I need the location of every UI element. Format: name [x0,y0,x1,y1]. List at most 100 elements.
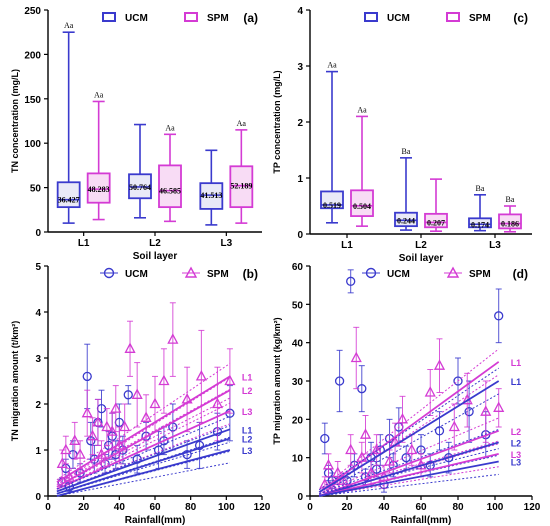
fit-line-label: L1 [511,377,522,387]
data-point [159,436,169,446]
data-point [448,420,460,432]
data-point [480,405,492,416]
median-value-label: 52.189 [230,182,252,191]
y-tick-label: 150 [24,95,41,106]
x-tick-label: 80 [185,502,197,513]
fit-line-spm-l2: L2 [56,376,253,490]
regression-line [318,441,499,497]
fit-line-ucm-l3: L3 [56,436,252,497]
x-tick-label: 100 [218,502,235,513]
y-tick-label: 3 [35,354,41,365]
confidence-band-upper [56,363,231,481]
confidence-band-upper [56,397,231,488]
data-point [396,412,409,424]
significance-letters: Aa [327,61,337,70]
box-ucm-l3: 41.513 [199,149,224,226]
data-point [195,370,207,381]
confidence-band-lower [56,462,230,497]
box-body [394,211,418,228]
y-tick-label: 4 [35,308,41,319]
median-value-label: 0.244 [397,216,415,225]
panel-d: 0 10 20 30 40 50 60 TP migration amount (kg/km²… [272,262,541,526]
panel-label: (d) [513,267,528,281]
x-tick-label: L2 [149,238,161,249]
x-tick-label: 20 [78,502,90,513]
fit-line-spm-l1: L1 [56,363,253,486]
median-value-label: 0.207 [427,218,445,227]
x-tick-label: 80 [452,502,464,513]
box-spm-l1: 0.504 Aa [350,105,374,227]
box-spm-l3: 52.189 Aa [229,119,254,224]
fit-line-label: L3 [242,407,253,417]
fit-line-ucm-l1: L1 [56,415,253,495]
box-ucm-l1: 36.427 Aa [56,21,81,224]
data-point [383,455,396,466]
box-body [56,181,81,209]
fit-line-label: L2 [511,438,522,448]
box-spm-l3: 0.186 Ba [498,195,522,233]
fit-line-label: L2 [242,386,253,396]
x-tick-label: 100 [487,502,504,513]
data-point [322,458,335,470]
panel-label: (a) [243,11,258,25]
legend-swatch-ucm [102,12,116,22]
data-point [149,397,161,409]
data-point [86,436,96,446]
data-point [158,374,170,386]
regression-line [319,460,499,497]
box-ucm-l2: 0.244 Ba [394,147,418,231]
regression-line [56,389,231,488]
y-tick-label: 2 [297,118,303,129]
legend-swatch-spm [184,12,198,22]
data-point [211,397,223,409]
data-point [337,474,349,485]
fit-line-label: L1 [242,425,253,435]
y-tick-label: 0 [35,228,41,239]
confidence-band-upper [318,367,499,491]
x-tick-label: L3 [220,238,232,249]
significance-letters: Ba [476,184,485,193]
panel-b: 0 1 2 3 4 5 TN migration amount (t/km²) Rainfal… [10,262,271,526]
legend-swatch-ucm [364,12,378,22]
significance-letters: Ba [402,147,411,156]
x-axis-label: Soil layer [133,251,178,262]
data-point [334,376,345,386]
fit-line-label: L3 [511,450,522,460]
data-point [69,434,81,445]
data-point [320,433,330,444]
x-tick-label: 0 [45,502,51,513]
y-tick-label: 2 [35,400,41,411]
y-axis-label: TN concentration (mg/L) [10,69,20,173]
panel-label: (b) [243,267,258,281]
fit-line-label: L1 [242,372,253,382]
median-value-label: 0.519 [323,201,341,210]
regression-line [319,452,499,497]
data-point [56,457,68,468]
y-axis-label: TP concentration (mg/L) [272,70,282,173]
x-tick-label: 0 [307,502,313,513]
data-point [401,453,411,463]
data-point [140,411,152,422]
regression-line [318,429,500,497]
box-body [350,189,374,217]
box-body [468,217,492,229]
y-tick-label: 50 [292,300,304,311]
y-tick-label: 1 [35,446,41,457]
data-point [60,443,72,455]
legend-label-spm: SPM [469,269,491,280]
fit-line-label: L3 [511,458,522,468]
fit-line-spm-l3: L3 [56,397,253,492]
median-value-label: 46.585 [159,187,181,196]
x-tick-label: L1 [78,238,90,249]
box-body [86,172,111,204]
regression-line [56,410,231,490]
significance-letters: Aa [357,105,367,114]
fit-line-label: L1 [511,358,522,368]
data-point [82,371,92,382]
regression-line [56,437,231,495]
data-point [493,401,505,412]
fit-line-ucm-l1: L1 [318,367,522,496]
box-body [498,213,522,230]
fit-line-spm-l3: L3 [319,440,522,497]
box-body [320,190,344,210]
